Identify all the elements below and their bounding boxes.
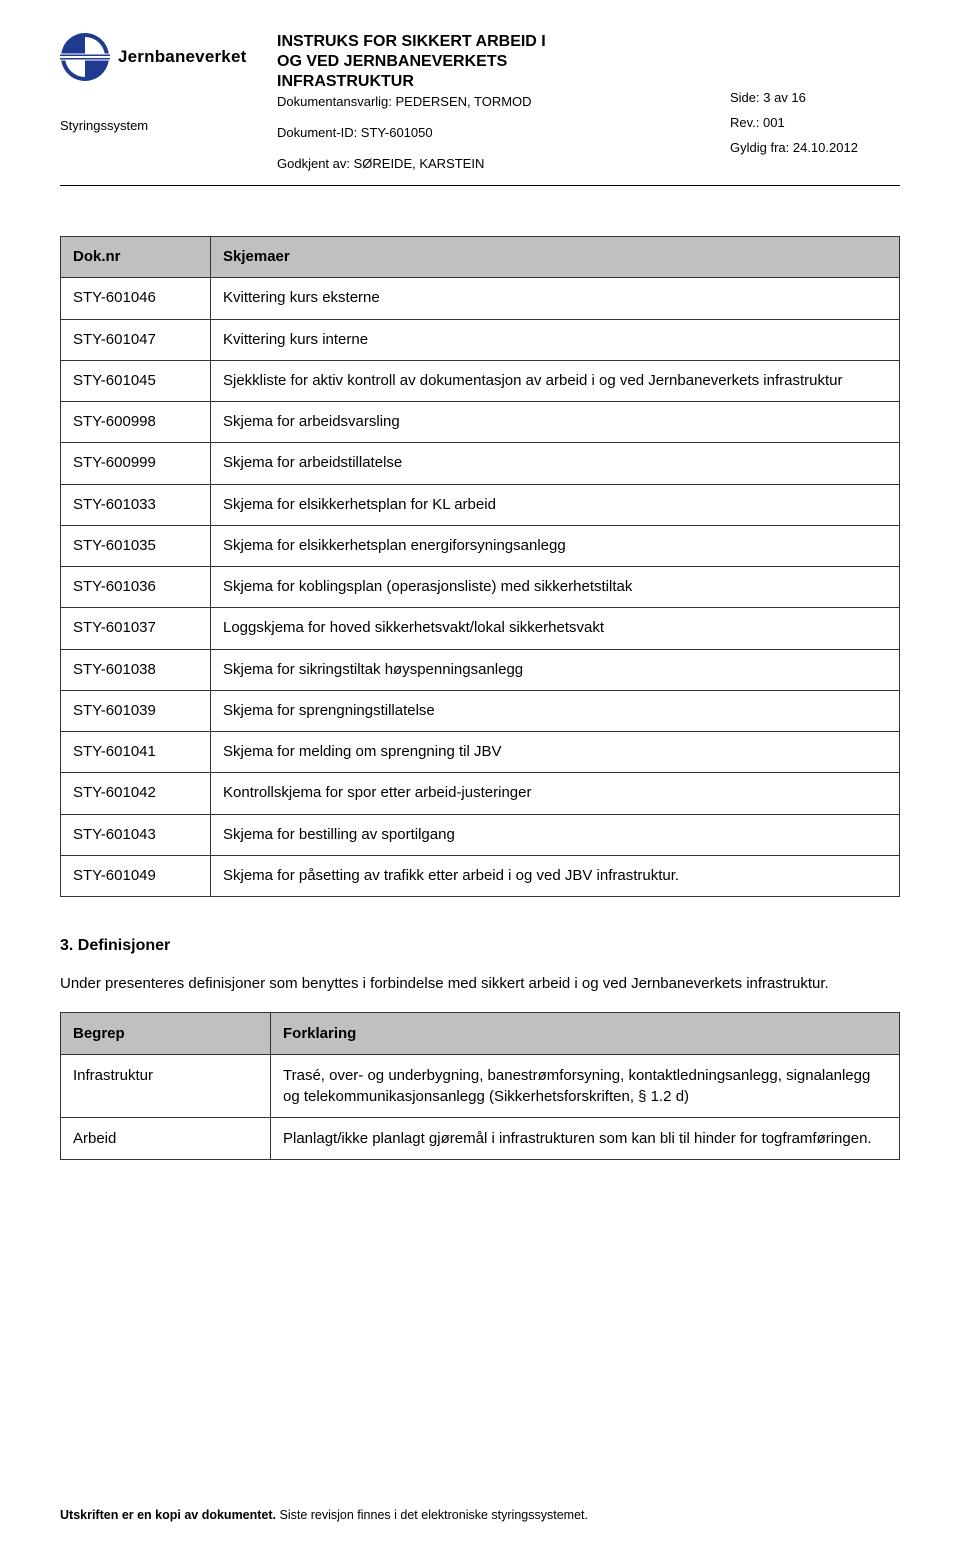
doc-id-cell: STY-601037 <box>61 608 211 649</box>
schemas-table: Dok.nr Skjemaer STY-601046Kvittering kur… <box>60 236 900 897</box>
org-name: Jernbaneverket <box>118 47 246 67</box>
table-row: STY-601041Skjema for melding om sprengni… <box>61 732 900 773</box>
table-row: InfrastrukturTrasé, over- og underbygnin… <box>61 1055 900 1118</box>
doc-title-line: INSTRUKS FOR SIKKERT ARBEID I <box>277 32 718 52</box>
expl-cell: Planlagt/ikke planlagt gjøremål i infras… <box>271 1118 900 1160</box>
doc-id: Dokument-ID: STY-601050 <box>277 125 718 140</box>
col-header-term: Begrep <box>61 1013 271 1055</box>
table-row: STY-601046Kvittering kurs eksterne <box>61 278 900 319</box>
term-cell: Infrastruktur <box>61 1055 271 1118</box>
col-header-expl: Forklaring <box>271 1013 900 1055</box>
table-row: STY-601045Sjekkliste for aktiv kontroll … <box>61 360 900 401</box>
document-header: Jernbaneverket Styringssystem INSTRUKS F… <box>60 32 900 171</box>
doc-responsible: Dokumentansvarlig: PEDERSEN, TORMOD <box>277 94 718 109</box>
table-row: STY-601047Kvittering kurs interne <box>61 319 900 360</box>
revision: Rev.: 001 <box>730 115 900 130</box>
doc-id-cell: STY-601041 <box>61 732 211 773</box>
section-heading: 3. Definisjoner <box>60 937 900 955</box>
header-right: Side: 3 av 16 Rev.: 001 Gyldig fra: 24.1… <box>730 32 900 163</box>
doc-desc-cell: Sjekkliste for aktiv kontroll av dokumen… <box>211 360 900 401</box>
table-row: STY-601033Skjema for elsikkerhetsplan fo… <box>61 484 900 525</box>
doc-title-line: OG VED JERNBANEVERKETS <box>277 52 718 72</box>
doc-desc-cell: Skjema for melding om sprengning til JBV <box>211 732 900 773</box>
doc-id-cell: STY-600999 <box>61 443 211 484</box>
doc-desc-cell: Kontrollskjema for spor etter arbeid-jus… <box>211 773 900 814</box>
doc-approved: Godkjent av: SØREIDE, KARSTEIN <box>277 156 718 171</box>
table-row: STY-601038Skjema for sikringstiltak høys… <box>61 649 900 690</box>
doc-desc-cell: Loggskjema for hoved sikkerhetsvakt/loka… <box>211 608 900 649</box>
table-row: STY-600999Skjema for arbeidstillatelse <box>61 443 900 484</box>
doc-desc-cell: Skjema for koblingsplan (operasjonsliste… <box>211 567 900 608</box>
table-row: STY-601049Skjema for påsetting av trafik… <box>61 855 900 896</box>
doc-id-cell: STY-601047 <box>61 319 211 360</box>
doc-desc-cell: Skjema for elsikkerhetsplan energiforsyn… <box>211 525 900 566</box>
footer-rest: Siste revisjon finnes i det elektroniske… <box>276 1508 588 1522</box>
table-row: STY-601035Skjema for elsikkerhetsplan en… <box>61 525 900 566</box>
doc-desc-cell: Skjema for sikringstiltak høyspenningsan… <box>211 649 900 690</box>
doc-desc-cell: Skjema for arbeidsvarsling <box>211 402 900 443</box>
header-divider <box>60 185 900 186</box>
doc-id-cell: STY-601042 <box>61 773 211 814</box>
jernbaneverket-logo-icon <box>60 32 110 82</box>
doc-id-cell: STY-601038 <box>61 649 211 690</box>
table-row: STY-601039Skjema for sprengningstillatel… <box>61 690 900 731</box>
footer-note: Utskriften er en kopi av dokumentet. Sis… <box>60 1508 588 1522</box>
table-row: STY-601043Skjema for bestilling av sport… <box>61 814 900 855</box>
doc-title-line: INFRASTRUKTUR <box>277 72 718 92</box>
table-row: STY-600998Skjema for arbeidsvarsling <box>61 402 900 443</box>
doc-id-cell: STY-601045 <box>61 360 211 401</box>
doc-id-cell: STY-601033 <box>61 484 211 525</box>
definitions-table: Begrep Forklaring InfrastrukturTrasé, ov… <box>60 1012 900 1160</box>
col-header-desc: Skjemaer <box>211 237 900 278</box>
doc-id-cell: STY-601035 <box>61 525 211 566</box>
doc-id-cell: STY-601046 <box>61 278 211 319</box>
org-logo-block: Jernbaneverket <box>60 32 265 82</box>
doc-desc-cell: Skjema for bestilling av sportilgang <box>211 814 900 855</box>
doc-id-cell: STY-600998 <box>61 402 211 443</box>
table-row: STY-601036Skjema for koblingsplan (opera… <box>61 567 900 608</box>
table-header-row: Dok.nr Skjemaer <box>61 237 900 278</box>
table-row: ArbeidPlanlagt/ikke planlagt gjøremål i … <box>61 1118 900 1160</box>
doc-title: INSTRUKS FOR SIKKERT ARBEID I OG VED JER… <box>277 32 718 92</box>
expl-cell: Trasé, over- og underbygning, banestrømf… <box>271 1055 900 1118</box>
valid-from: Gyldig fra: 24.10.2012 <box>730 140 900 155</box>
doc-desc-cell: Skjema for sprengningstillatelse <box>211 690 900 731</box>
page-number: Side: 3 av 16 <box>730 90 900 105</box>
doc-desc-cell: Skjema for påsetting av trafikk etter ar… <box>211 855 900 896</box>
section-intro: Under presenteres definisjoner som benyt… <box>60 973 900 994</box>
term-cell: Arbeid <box>61 1118 271 1160</box>
doc-desc-cell: Skjema for elsikkerhetsplan for KL arbei… <box>211 484 900 525</box>
table-row: STY-601042Kontrollskjema for spor etter … <box>61 773 900 814</box>
header-left: Jernbaneverket Styringssystem <box>60 32 265 133</box>
doc-desc-cell: Skjema for arbeidstillatelse <box>211 443 900 484</box>
table-header-row: Begrep Forklaring <box>61 1013 900 1055</box>
doc-desc-cell: Kvittering kurs interne <box>211 319 900 360</box>
doc-desc-cell: Kvittering kurs eksterne <box>211 278 900 319</box>
table-row: STY-601037Loggskjema for hoved sikkerhet… <box>61 608 900 649</box>
doc-id-cell: STY-601039 <box>61 690 211 731</box>
org-sub-label: Styringssystem <box>60 118 265 133</box>
header-middle: INSTRUKS FOR SIKKERT ARBEID I OG VED JER… <box>277 32 718 171</box>
col-header-id: Dok.nr <box>61 237 211 278</box>
doc-id-cell: STY-601043 <box>61 814 211 855</box>
footer-bold: Utskriften er en kopi av dokumentet. <box>60 1508 276 1522</box>
doc-id-cell: STY-601049 <box>61 855 211 896</box>
doc-id-cell: STY-601036 <box>61 567 211 608</box>
